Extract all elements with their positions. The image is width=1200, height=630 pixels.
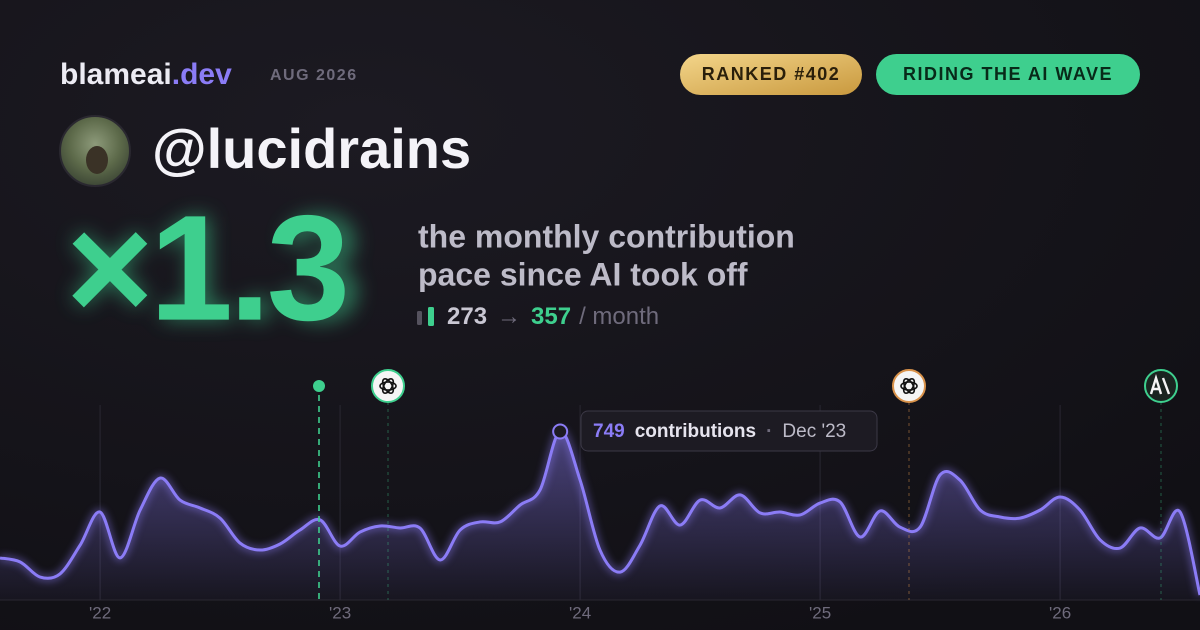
avatar-figure	[86, 146, 108, 174]
wave-badge	[876, 54, 1140, 95]
x-tick-label: '24	[569, 603, 591, 622]
x-tick-label: '22	[89, 603, 111, 622]
tooltip-sep: ·	[766, 421, 772, 442]
openai-icon	[892, 369, 926, 403]
brand-tld: .dev	[172, 58, 232, 91]
openai-logo	[900, 377, 918, 395]
pace-unit: / month	[579, 303, 659, 330]
pace: 273 → 357 / month	[447, 303, 659, 330]
handle: @lucidrains	[152, 117, 471, 180]
chart: '22 '23 '24 '25 '26	[0, 405, 1200, 622]
anthropic-logo	[1149, 373, 1171, 395]
pace-icon-after	[428, 307, 434, 326]
rank-badge	[680, 54, 862, 95]
ai-start-dot	[313, 380, 325, 392]
pace-arrow: →	[497, 303, 521, 330]
brand-name: blameai	[60, 58, 172, 91]
tooltip-label: contributions	[635, 421, 756, 442]
tooltip-box	[580, 410, 878, 452]
multiplier-glow: ×1.3	[66, 184, 362, 352]
tooltip-text: 749 contributions · Dec '23	[593, 421, 846, 442]
wave-badge-text: RIDING THE AI WAVE	[903, 64, 1113, 84]
pace-before: 273	[447, 303, 487, 330]
tooltip: 749 contributions · Dec '23	[580, 410, 878, 452]
tooltip-date: Dec '23	[782, 421, 846, 442]
anthropic-icon	[1144, 369, 1178, 403]
brand: blameai.dev	[60, 58, 232, 91]
peak-marker	[552, 423, 569, 440]
pace-after: 357	[531, 303, 571, 330]
openai-logo	[379, 377, 397, 395]
rank-badge-text: RANKED #402	[702, 64, 841, 84]
x-tick-label: '25	[809, 603, 831, 622]
openai-icon	[371, 369, 405, 403]
date: AUG 2026	[270, 67, 358, 84]
area	[0, 431, 1200, 600]
pace-icon-before	[417, 311, 422, 325]
tooltip-value: 749	[593, 421, 625, 442]
description-line: the monthly contribution	[418, 218, 795, 254]
event-markers	[313, 369, 1178, 600]
x-tick-label: '23	[329, 603, 351, 622]
description-line: pace since AI took off	[418, 256, 748, 292]
multiplier: ×1.3	[66, 184, 346, 352]
line	[0, 430, 1200, 596]
x-tick-label: '26	[1049, 603, 1071, 622]
